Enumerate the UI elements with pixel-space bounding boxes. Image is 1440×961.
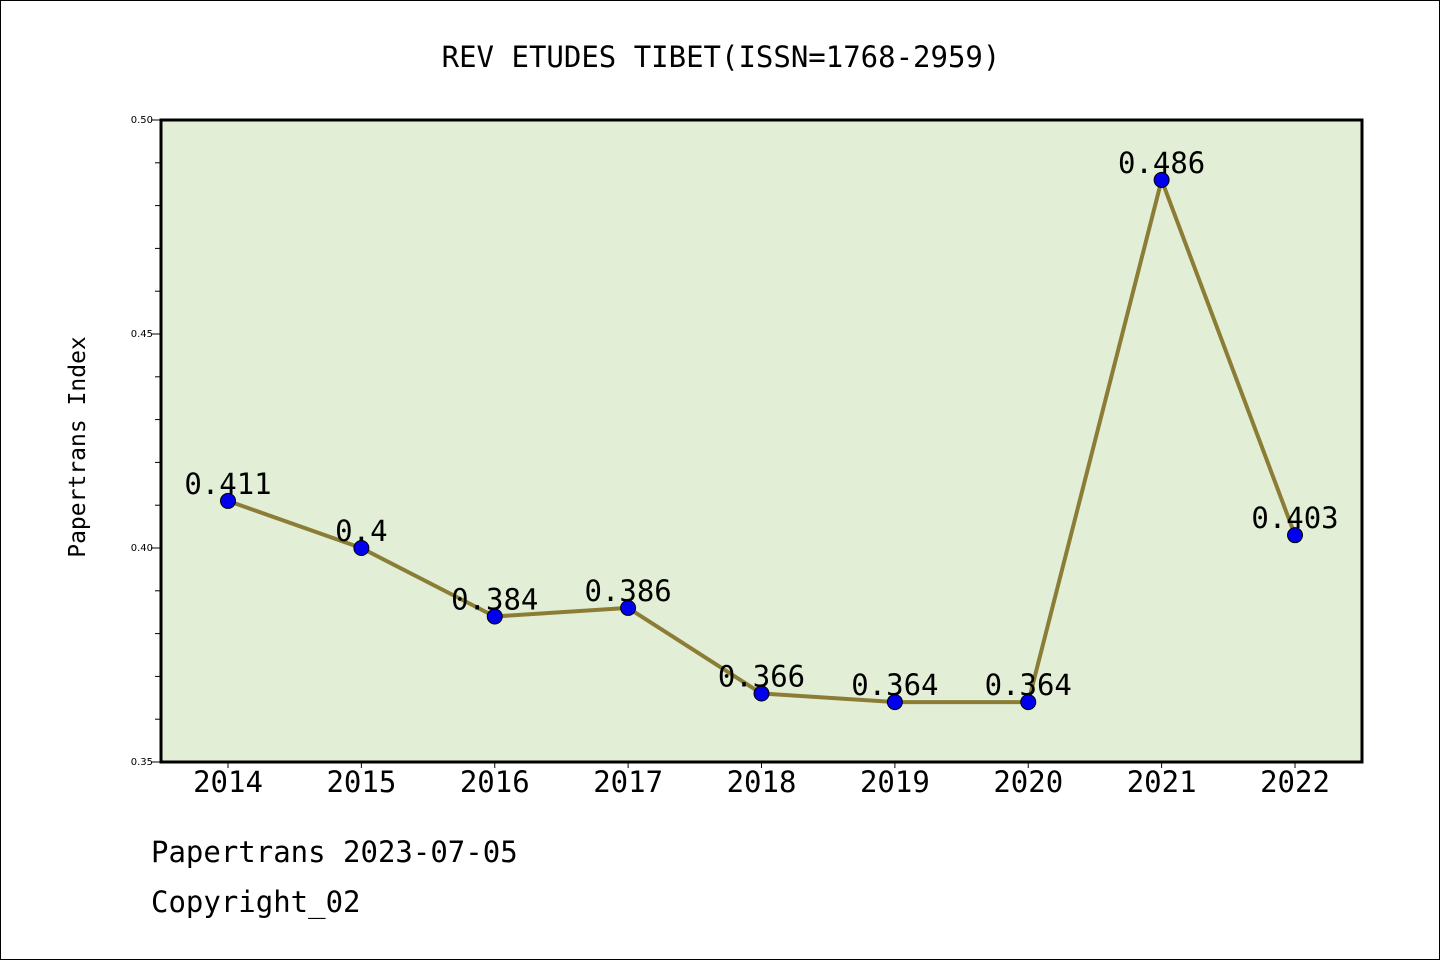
x-tick-label: 2021 bbox=[1127, 765, 1197, 799]
data-label: 0.386 bbox=[584, 574, 671, 608]
data-point bbox=[220, 492, 236, 509]
data-point bbox=[1020, 694, 1037, 711]
data-point bbox=[1153, 171, 1170, 188]
data-label: 0.403 bbox=[1251, 501, 1338, 535]
footer-copyright: Copyright_02 bbox=[151, 885, 361, 919]
data-point bbox=[486, 608, 503, 625]
y-axis-label: Papertrans Index bbox=[65, 336, 91, 558]
data-label: 0.4 bbox=[335, 514, 387, 548]
y-tick-label: 0.50 bbox=[131, 115, 153, 126]
data-label: 0.384 bbox=[451, 582, 538, 616]
footer-date: Papertrans 2023-07-05 bbox=[151, 835, 518, 869]
x-tick-label: 2020 bbox=[993, 765, 1063, 799]
data-label: 0.364 bbox=[851, 668, 938, 702]
data-point bbox=[1287, 527, 1303, 544]
y-tick-label: 0.45 bbox=[131, 329, 153, 340]
y-tick-label: 0.40 bbox=[131, 543, 153, 554]
x-tick-label: 2017 bbox=[593, 765, 663, 799]
x-tick-label: 2016 bbox=[460, 765, 530, 799]
plot-area bbox=[161, 120, 1362, 762]
x-tick-label: 2018 bbox=[727, 765, 797, 799]
x-tick-label: 2019 bbox=[860, 765, 930, 799]
data-point bbox=[353, 540, 370, 556]
data-label: 0.366 bbox=[718, 660, 805, 694]
data-label: 0.364 bbox=[985, 668, 1072, 702]
data-point bbox=[753, 685, 770, 702]
series-layer: 0.411 0.4 0.384 0.386 0.366 0.364 0.364 0.486 0.… bbox=[184, 146, 1339, 711]
chart-title: REV ETUDES TIBET(ISSN=1768-2959) bbox=[442, 40, 1001, 74]
x-tick-label: 2022 bbox=[1260, 765, 1330, 799]
y-axis: 0.35 0.40 0.45 0.50 bbox=[131, 115, 161, 768]
plot-border bbox=[159, 118, 1364, 764]
x-axis: 2014 2015 2016 2017 2018 2019 2020 2021 2022 bbox=[193, 762, 1330, 799]
data-point bbox=[886, 694, 903, 711]
y-tick-label: 0.35 bbox=[131, 757, 153, 768]
x-tick-label: 2015 bbox=[326, 765, 396, 799]
x-tick-label: 2014 bbox=[193, 765, 263, 799]
data-label: 0.486 bbox=[1118, 146, 1205, 180]
data-label: 0.411 bbox=[184, 467, 271, 501]
data-point bbox=[620, 599, 637, 616]
